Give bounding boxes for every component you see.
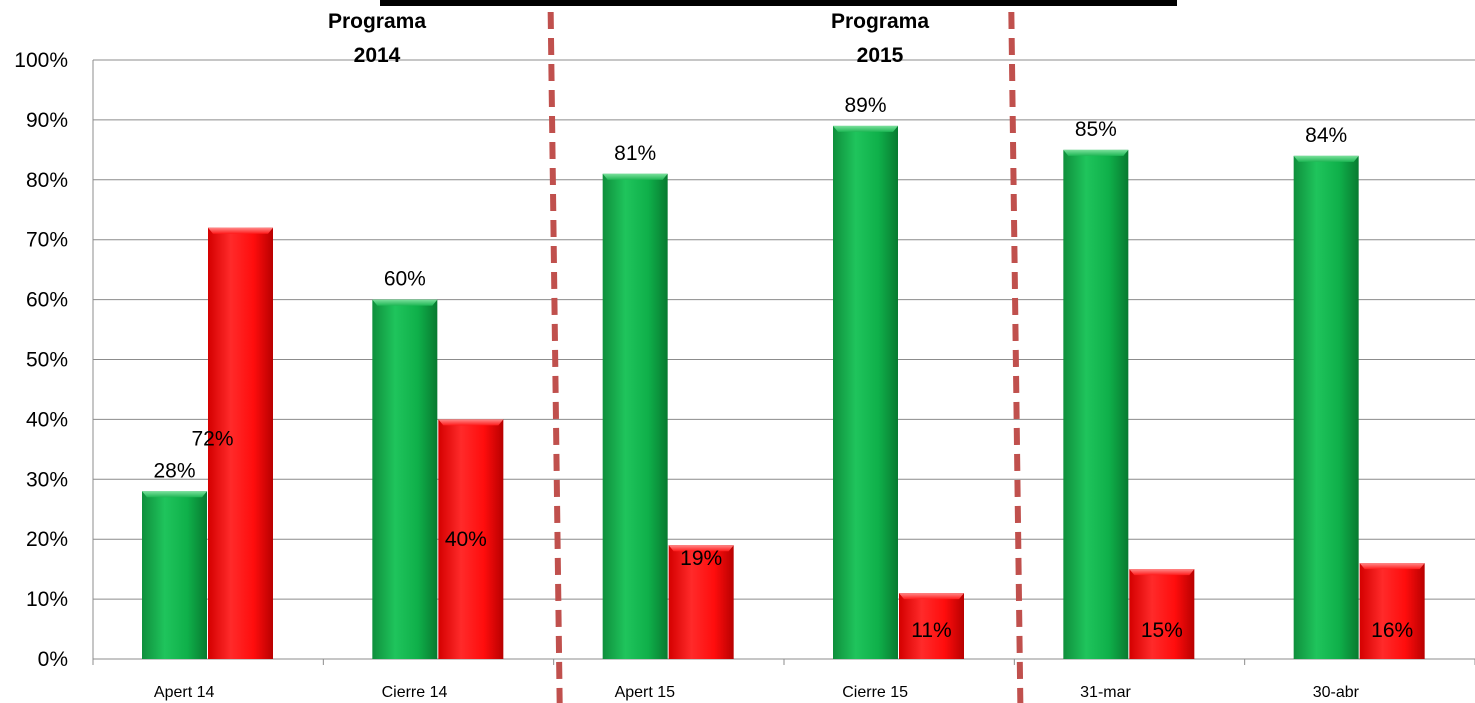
bar-red (899, 593, 964, 659)
y-tick-label: 80% (26, 169, 68, 192)
bar-red (438, 419, 504, 659)
bar-green (1063, 149, 1129, 659)
data-label-green: 60% (384, 268, 426, 291)
bar-cap (1129, 569, 1195, 576)
data-label-red: 15% (1141, 619, 1183, 642)
y-tick-label: 10% (26, 588, 68, 611)
bar-green (602, 173, 668, 659)
program-2015-annotation: Programa 2015 (831, 10, 929, 67)
y-tick-label: 100% (14, 49, 68, 72)
data-label-green: 85% (1075, 118, 1117, 141)
y-tick-label: 0% (38, 648, 68, 671)
x-category-label: Apert 14 (154, 684, 215, 701)
data-label-green: 89% (844, 94, 886, 117)
bar-red (1129, 569, 1195, 659)
bar-cap (142, 491, 207, 498)
data-label-red: 19% (680, 547, 722, 570)
bar-cap (208, 227, 273, 234)
bar-red (208, 227, 273, 659)
bar-red (668, 545, 734, 659)
x-category-label: Cierre 14 (382, 684, 448, 701)
data-label-red: 16% (1371, 619, 1413, 642)
bar-cap (1293, 155, 1359, 162)
gridlines (93, 59, 1475, 660)
program-2014-annotation: Programa 2014 (328, 10, 426, 67)
program-separator-line (547, 11, 563, 703)
data-label-green: 28% (153, 459, 195, 482)
x-category-label: 31-mar (1080, 684, 1131, 701)
x-axis-labels: Apert 14 Cierre 14 Apert 15 Cierre 15 31-mar… (154, 684, 1360, 701)
bar-green (833, 125, 898, 659)
data-label-green: 84% (1305, 124, 1347, 147)
data-labels: 28% 72% 60% 40% 81% 19% 89% 11% 85% 15% 84% 16% (153, 94, 1413, 642)
y-tick-label: 30% (26, 468, 68, 491)
y-tick-label: 90% (26, 109, 68, 132)
program-2014-line2: 2014 (354, 44, 401, 67)
bar-cap (438, 419, 504, 426)
bar-cap (602, 173, 668, 180)
program-2015-line2: 2015 (857, 44, 904, 67)
data-label-red: 11% (911, 619, 951, 642)
bar-cap (899, 593, 964, 600)
bar-cap (1359, 563, 1425, 570)
x-category-label: 30-abr (1313, 684, 1360, 701)
y-tick-label: 40% (26, 408, 68, 431)
y-tick-label: 50% (26, 349, 68, 372)
bars (142, 125, 1425, 659)
x-category-label: Cierre 15 (842, 684, 908, 701)
bar-cap (1063, 149, 1129, 156)
y-tick-label: 60% (26, 289, 68, 312)
data-label-red: 40% (445, 528, 487, 551)
program-2014-line1: Programa (328, 10, 426, 33)
y-tick-label: 70% (26, 229, 68, 252)
program-separator-line (1008, 11, 1024, 703)
bar-green (372, 299, 438, 659)
y-axis: 0% 10% 20% 30% 40% 50% 60% 70% 80% 90% 100% (14, 49, 1475, 671)
separators (547, 11, 1024, 703)
bar-red (1359, 563, 1425, 659)
bar-cap (833, 125, 898, 132)
bar-green (1293, 155, 1359, 659)
x-category-label: Apert 15 (615, 684, 676, 701)
data-label-green: 81% (614, 142, 656, 165)
bar-cap (372, 299, 438, 306)
bar-green (142, 491, 207, 659)
program-2015-line1: Programa (831, 10, 929, 33)
data-label-red: 72% (191, 428, 233, 451)
header-bar (380, 0, 1177, 6)
y-tick-label: 20% (26, 528, 68, 551)
bar-cap (668, 545, 734, 552)
